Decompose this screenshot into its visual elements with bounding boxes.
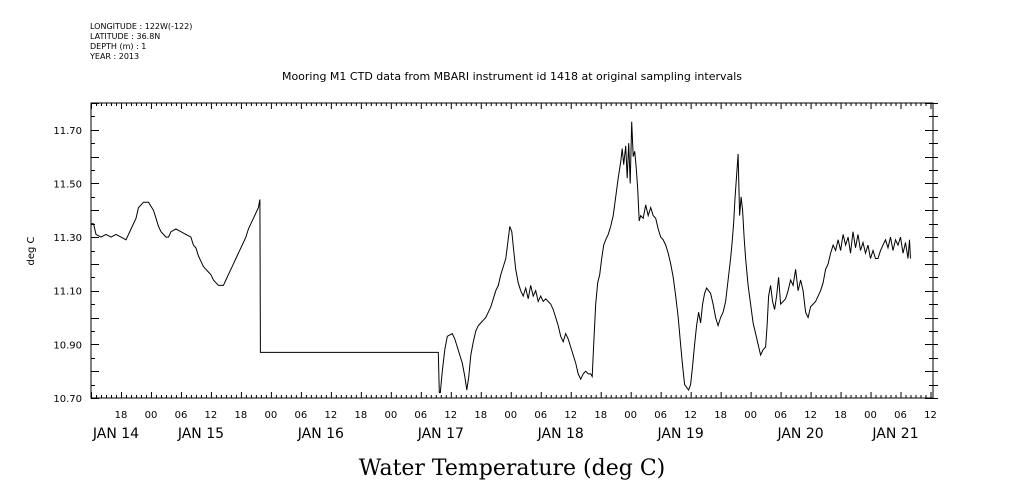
- x-axis-title: Water Temperature (deg C): [359, 456, 666, 481]
- meta-depth: DEPTH (m) : 1: [90, 42, 147, 51]
- x-day-label: JAN 17: [417, 426, 464, 442]
- x-tick-label: 18: [714, 410, 727, 421]
- y-tick-label: 10.70: [53, 394, 82, 405]
- x-tick-label: 06: [175, 410, 188, 421]
- axes: 18 00 06 12 18 00 06 12 18 00 06 12 18 00 06 12 18 00 06 12…: [53, 102, 938, 442]
- x-tick-label: 12: [564, 410, 577, 421]
- x-tick-label: 00: [624, 410, 637, 421]
- x-tick-label: 00: [265, 410, 278, 421]
- x-day-label: JAN 16: [297, 426, 344, 442]
- plot-frame: [90, 102, 934, 399]
- x-tick-label: 06: [774, 410, 787, 421]
- x-tick-label: 12: [804, 410, 817, 421]
- y-axis-label: deg C: [26, 236, 37, 265]
- meta-longitude: LONGITUDE : 122W(-122): [90, 22, 193, 31]
- x-tick-label: 18: [235, 410, 248, 421]
- x-tick-label: 00: [504, 410, 517, 421]
- y-tick-label: 11.30: [53, 233, 82, 244]
- x-tick-label: 18: [354, 410, 367, 421]
- x-tick-label: 06: [654, 410, 667, 421]
- meta-year: YEAR : 2013: [90, 52, 140, 61]
- x-tick-label: 18: [594, 410, 607, 421]
- x-day-label: JAN 21: [871, 426, 918, 442]
- water-temperature-series-line: [91, 121, 911, 394]
- y-tick-label: 11.10: [53, 287, 82, 298]
- x-tick-label: 12: [684, 410, 697, 421]
- y-tick-label: 11.50: [53, 179, 82, 190]
- x-tick-label: 12: [324, 410, 337, 421]
- x-tick-label: 12: [444, 410, 457, 421]
- y-tick-label: 11.70: [53, 126, 82, 137]
- x-tick-label: 12: [205, 410, 218, 421]
- metadata-block: LONGITUDE : 122W(-122) LATITUDE : 36.8N …: [90, 22, 192, 62]
- x-tick-label: 06: [534, 410, 547, 421]
- x-tick-label: 00: [744, 410, 757, 421]
- meta-latitude: LATITUDE : 36.8N: [90, 32, 161, 41]
- x-tick-label: 06: [894, 410, 907, 421]
- x-tick-label: 00: [384, 410, 397, 421]
- x-day-label: JAN 19: [657, 426, 704, 442]
- x-day-label: JAN 18: [537, 426, 584, 442]
- x-day-label: JAN 20: [776, 426, 823, 442]
- x-tick-label: 00: [864, 410, 877, 421]
- x-tick-label: 12: [924, 410, 937, 421]
- x-tick-label: 18: [115, 410, 128, 421]
- x-tick-label: 18: [474, 410, 487, 421]
- x-tick-label: 06: [295, 410, 308, 421]
- y-tick-label: 10.90: [53, 340, 82, 351]
- chart-title: Mooring M1 CTD data from MBARI instrumen…: [282, 70, 742, 83]
- x-day-label: JAN 14: [92, 426, 139, 442]
- x-day-label: JAN 15: [177, 426, 224, 442]
- x-tick-label: 06: [414, 410, 427, 421]
- x-tick-label: 18: [834, 410, 847, 421]
- x-tick-label: 00: [145, 410, 158, 421]
